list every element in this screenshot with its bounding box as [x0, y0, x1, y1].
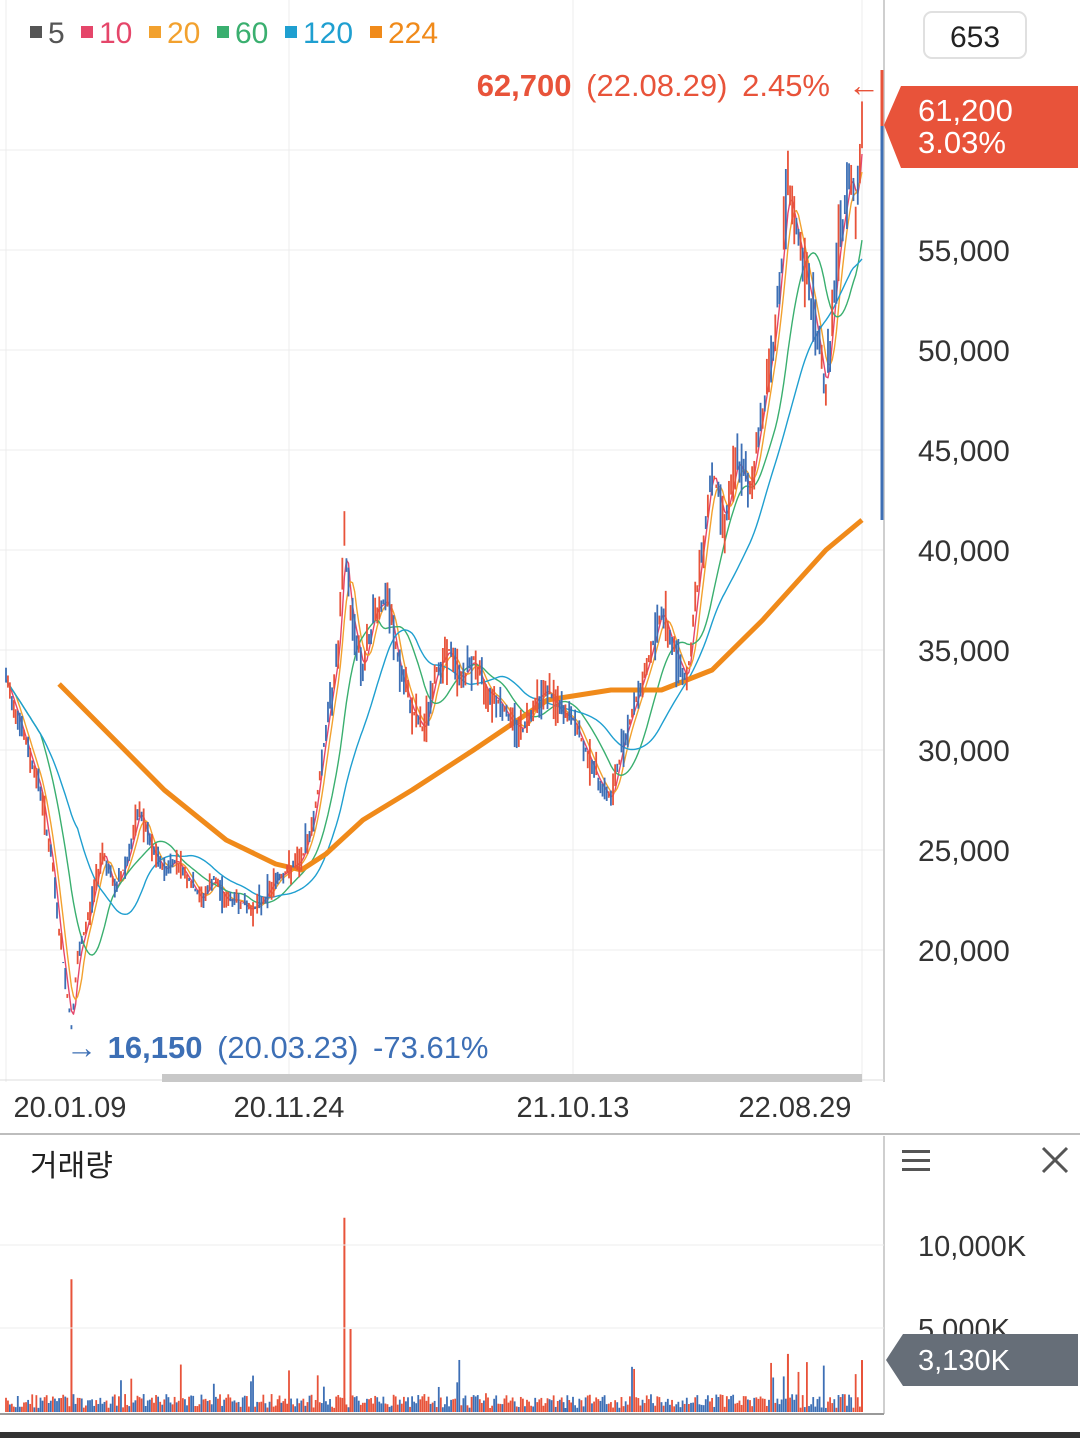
- close-icon[interactable]: [1041, 1146, 1069, 1174]
- current-volume-value: 3,130K: [918, 1345, 1011, 1377]
- ma20-line: [5, 171, 863, 1001]
- legend-label: 10: [99, 17, 132, 50]
- legend-swatch: [30, 26, 42, 38]
- price-tick-label: 35,000: [918, 635, 1010, 668]
- legend-label: 20: [167, 17, 200, 50]
- legend-swatch: [81, 26, 93, 38]
- ma10-line: [5, 153, 863, 1015]
- period-box[interactable]: [923, 11, 1027, 59]
- current-price-change: 3.03%: [918, 125, 1006, 160]
- price-candles: [5, 70, 884, 1030]
- high-annotation: 62,700 (22.08.29) 2.45%: [477, 68, 830, 103]
- price-tick-label: 20,000: [918, 935, 1010, 968]
- high-date: (22.08.29): [586, 68, 727, 103]
- low-annotation: → 16,150 (20.03.23) -73.61%: [66, 1030, 489, 1065]
- legend-swatch: [370, 26, 382, 38]
- high-change: 2.45%: [742, 68, 830, 103]
- ma120-line: [5, 258, 863, 915]
- price-tick-label: 40,000: [918, 535, 1010, 568]
- price-tick-label: 55,000: [918, 235, 1010, 268]
- price-tick-label: 25,000: [918, 835, 1010, 868]
- current-volume-tag: 3,130K: [886, 1334, 1078, 1386]
- price-tick-label: 50,000: [918, 335, 1010, 368]
- legend-swatch: [217, 26, 229, 38]
- legend-label: 224: [388, 17, 438, 50]
- legend-label: 5: [48, 17, 65, 50]
- volume-tick-label: 10,000K: [918, 1231, 1027, 1263]
- date-tick-label: 20.01.09: [14, 1092, 127, 1124]
- legend-swatch: [285, 26, 297, 38]
- volume-bars: [5, 1217, 863, 1412]
- volume-panel-title: 거래량: [30, 1150, 113, 1183]
- ma-legend[interactable]: 5 10 20 60 120 224: [30, 17, 438, 50]
- legend-label: 60: [235, 17, 268, 50]
- low-date: (20.03.23): [217, 1030, 358, 1065]
- ma224-line: [57, 518, 864, 873]
- date-tick-label: 20.11.24: [234, 1092, 345, 1124]
- screen-bottom-bar: [0, 1432, 1080, 1438]
- period-box-label[interactable]: 653: [950, 21, 1000, 54]
- hamburger-menu-icon[interactable]: [902, 1150, 930, 1171]
- date-axis-labels: 20.01.09 20.11.24 21.10.13 22.08.29: [14, 1092, 852, 1124]
- low-change: -73.61%: [373, 1030, 488, 1065]
- high-price: 62,700: [477, 68, 572, 103]
- date-tick-label: 21.10.13: [517, 1092, 630, 1124]
- current-price-value: 61,200: [918, 93, 1013, 128]
- legend-swatch: [149, 26, 161, 38]
- low-arrow: →: [66, 1030, 97, 1065]
- legend-label: 120: [303, 17, 353, 50]
- current-price-tag-bg: [884, 86, 1078, 168]
- price-tick-label: 30,000: [918, 735, 1010, 768]
- high-arrow: ←: [848, 67, 880, 103]
- current-price-tag: 61,200 3.03%: [884, 86, 1078, 168]
- low-price: 16,150: [108, 1030, 203, 1065]
- scroll-range-bar[interactable]: [162, 1074, 862, 1082]
- current-volume-tag-bg: [886, 1334, 1078, 1386]
- price-axis-labels: 55,000 50,000 45,000 40,000 35,000 30,000 25,0…: [918, 235, 1010, 968]
- price-tick-label: 45,000: [918, 435, 1010, 468]
- moving-average-lines: [5, 153, 864, 1015]
- date-tick-label: 22.08.29: [739, 1092, 852, 1124]
